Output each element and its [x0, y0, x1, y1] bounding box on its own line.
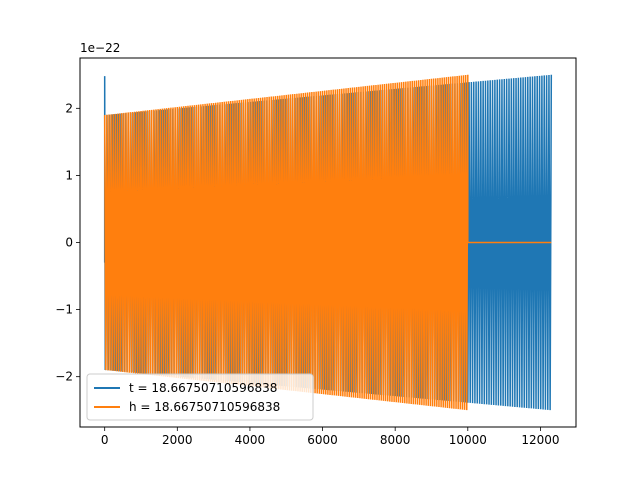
legend: t = 18.66750710596838 h = 18.667507105968…: [86, 373, 314, 421]
y-tick-label: 2: [65, 101, 73, 115]
x-tick-label: 4000: [235, 433, 266, 447]
y-axis: −2 −1 0 1 2: [55, 101, 80, 384]
x-tick-label: 12000: [521, 433, 559, 447]
legend-label-0: t = 18.66750710596838: [129, 381, 277, 395]
y-tick-label: −1: [55, 303, 73, 317]
x-tick-label: 6000: [307, 433, 338, 447]
x-axis: 0 2000 4000 6000 8000 10000 12000: [101, 427, 560, 447]
legend-box: [86, 373, 314, 421]
x-tick-label: 10000: [449, 433, 487, 447]
y-tick-label: 0: [65, 236, 73, 250]
legend-label-1: h = 18.66750710596838: [129, 400, 280, 414]
y-tick-label: 1: [65, 168, 73, 182]
y-offset-text: 1e−22: [80, 41, 120, 55]
y-tick-label: −2: [55, 370, 73, 384]
x-tick-label: 8000: [380, 433, 411, 447]
x-tick-label: 2000: [162, 433, 193, 447]
x-tick-label: 0: [101, 433, 109, 447]
